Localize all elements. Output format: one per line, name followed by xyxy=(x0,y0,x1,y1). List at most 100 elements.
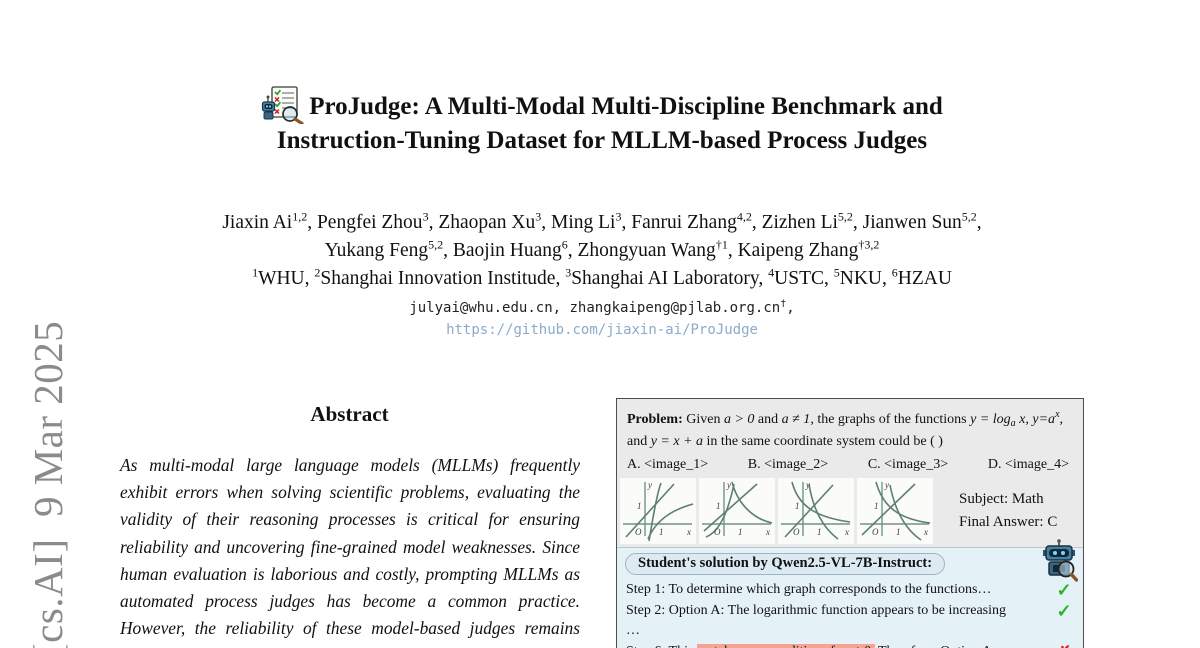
email-part: julyai@whu.edu.cn, zhangkaipeng@pjlab.or… xyxy=(409,300,780,316)
author-superscript: 3 xyxy=(535,209,542,224)
option-graph-4: y 1 O 1 x xyxy=(857,478,933,544)
author: Yukang Feng5,2, xyxy=(325,238,453,261)
author-separator: , xyxy=(428,212,439,233)
problem-text-segment: in the same coordinate system could be (… xyxy=(703,434,943,449)
author-name: Pengfei Zhou xyxy=(316,212,423,233)
author-name: Zizhen Li xyxy=(761,212,838,233)
step-text: … xyxy=(626,621,1079,642)
graph-x-label: x xyxy=(765,527,770,537)
problem-section: Problem: Given a > 0 and a ≠ 1, the grap… xyxy=(617,399,1083,547)
solution-header-pill: Student's solution by Qwen2.5-VL-7B-Inst… xyxy=(625,553,946,575)
option-graph-3: y 1 O 1 x xyxy=(778,478,854,544)
author-superscript: 5,2 xyxy=(837,209,853,224)
problem-text-segment: a > 0 xyxy=(723,412,755,427)
step-text-pre: … xyxy=(626,623,640,639)
github-link-row: https://github.com/jiaxin-ai/ProJudge xyxy=(108,322,1096,338)
problem-text-segment: , and xyxy=(627,412,1067,449)
affiliation-superscript: 5 xyxy=(833,265,840,280)
problem-text-segment: , xyxy=(1025,412,1033,427)
author: Zhaopan Xu3, xyxy=(438,209,551,234)
affiliation: 5NKU, xyxy=(833,265,892,290)
author-separator: , xyxy=(307,212,317,233)
option-graph-1: y 1 O 1 x xyxy=(620,478,696,544)
graph-origin-label: O xyxy=(872,527,879,537)
author-separator: , xyxy=(541,212,551,233)
step-judgement-mark: ✗ xyxy=(1049,644,1079,648)
author-name: Jiaxin Ai xyxy=(222,212,293,233)
author-name: Kaipeng Zhang xyxy=(737,239,859,261)
abstract-text: As multi-modal large language models (ML… xyxy=(120,455,580,648)
step-text: Step 2: Option A: The logarithmic functi… xyxy=(626,601,1049,622)
problem-text-segment: y = log xyxy=(970,412,1011,427)
author-superscript: 4,2 xyxy=(736,209,752,224)
problem-text-segment: and xyxy=(754,412,782,427)
affiliation-superscript: 2 xyxy=(314,265,321,280)
solution-step: … xyxy=(626,621,1079,642)
author-name: Ming Li xyxy=(551,212,616,233)
affiliation-name: WHU xyxy=(258,268,305,289)
solution-step: Step 1: To determine which graph corresp… xyxy=(626,580,1079,601)
affiliation-separator: , xyxy=(304,268,315,289)
affiliation-superscript: 6 xyxy=(891,265,898,280)
graph-y-label: y xyxy=(805,480,810,490)
solution-section: Student's solution by Qwen2.5-VL-7B-Inst… xyxy=(617,539,1083,648)
graph-ytick-label: 1 xyxy=(795,501,800,511)
author: Zizhen Li5,2, xyxy=(761,209,863,234)
author-superscript: 5,2 xyxy=(961,209,977,224)
affiliation: 1WHU, xyxy=(252,267,315,290)
option-label: C. <image_3> xyxy=(867,457,949,472)
projudge-logo-icon xyxy=(261,86,305,126)
graph-xtick-label: 1 xyxy=(738,527,743,537)
graph-ytick-label: 1 xyxy=(637,501,642,511)
problem-text-segment: x xyxy=(1015,412,1026,427)
problem-meta: Subject: Math Final Answer: C xyxy=(959,488,1057,535)
option-label: D. <image_4> xyxy=(987,457,1069,472)
subject-line: Subject: Math xyxy=(959,490,1044,507)
affiliations: 1WHU, 2Shanghai Innovation Institude, 3S… xyxy=(108,265,1096,290)
affiliation: 4USTC, xyxy=(768,267,834,290)
solution-step: Step 2: Option A: The logarithmic functi… xyxy=(626,601,1079,622)
problem-text-segment: a ≠ 1 xyxy=(781,412,811,427)
author-separator: , xyxy=(751,212,762,233)
title-line2: Instruction-Tuning Dataset for MLLM-base… xyxy=(276,127,928,154)
authors-line1: Jiaxin Ai1,2, Pengfei Zhou 3, Zhaopan Xu3… xyxy=(108,209,1096,237)
author-separator: , xyxy=(567,239,578,261)
affiliation-superscript: 3 xyxy=(565,265,572,280)
authors-line2: Yukang Feng5,2, Baojin Huang6, Zhongyuan… xyxy=(108,237,1096,265)
step-text-pre: Step 2: Option A: The logarithmic functi… xyxy=(626,602,1006,618)
github-link[interactable]: https://github.com/jiaxin-ai/ProJudge xyxy=(446,322,758,338)
affiliation-separator: , xyxy=(882,268,892,289)
graph-xtick-label: 1 xyxy=(659,527,664,537)
final-answer-line: Final Answer: C xyxy=(959,514,1058,530)
graph-ytick-label: 1 xyxy=(716,501,721,511)
author-name: Baojin Huang xyxy=(452,239,562,261)
affiliation-separator: , xyxy=(555,268,566,289)
graph-ytick-label: 1 xyxy=(874,501,879,511)
dagger-superscript: † xyxy=(780,298,787,310)
problem-text-segment: x xyxy=(1055,409,1060,420)
step-text: Step 6: This matches our conditions for … xyxy=(626,642,1049,648)
graph-xtick-label: 1 xyxy=(817,527,822,537)
author-superscript: 3 xyxy=(615,209,622,224)
author: Ming Li3, xyxy=(551,209,631,234)
author-separator: , xyxy=(443,239,453,261)
emails: julyai@whu.edu.cn, zhangkaipeng@pjlab.or… xyxy=(108,298,1096,316)
problem-text-segment: y=a xyxy=(1032,412,1056,427)
step-text-pre: Step 1: To determine which graph corresp… xyxy=(626,582,992,597)
author-superscript: 1,2 xyxy=(292,209,308,224)
graph-x-label: x xyxy=(923,527,928,537)
robot-magnifier-icon xyxy=(1040,538,1079,582)
graph-y-label: y xyxy=(884,480,889,490)
author: Baojin Huang6, xyxy=(452,238,578,261)
graph-xtick-label: 1 xyxy=(896,527,901,537)
graph-origin-label: O xyxy=(793,527,800,537)
graph-origin-label: O xyxy=(635,527,642,537)
author: Kaipeng Zhang†3,2 xyxy=(737,238,880,261)
author-name: Fanrui Zhang xyxy=(631,212,737,233)
problem-statement: Problem: Given a > 0 and a ≠ 1, the grap… xyxy=(617,399,1083,452)
affiliation-name: HZAU xyxy=(897,268,952,289)
email-text: , xyxy=(786,300,795,316)
affiliation-name: Shanghai AI Laboratory xyxy=(571,268,759,289)
affiliation: 6HZAU xyxy=(891,265,952,290)
